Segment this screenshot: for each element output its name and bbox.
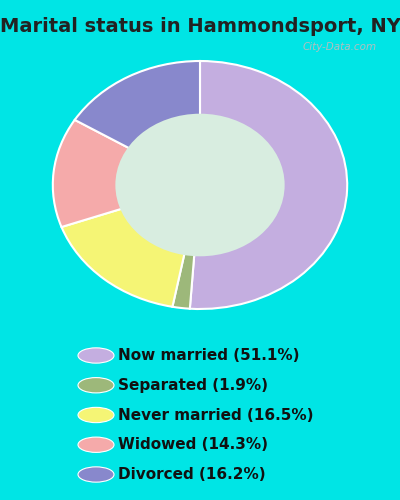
Circle shape <box>115 114 285 256</box>
Wedge shape <box>172 185 200 308</box>
Text: Never married (16.5%): Never married (16.5%) <box>118 408 314 422</box>
Circle shape <box>78 378 114 393</box>
Wedge shape <box>53 120 200 227</box>
Wedge shape <box>75 61 200 185</box>
Circle shape <box>78 408 114 422</box>
Text: Separated (1.9%): Separated (1.9%) <box>118 378 268 393</box>
Wedge shape <box>62 185 200 307</box>
Circle shape <box>78 437 114 452</box>
Wedge shape <box>190 61 347 309</box>
Text: Divorced (16.2%): Divorced (16.2%) <box>118 467 266 482</box>
Text: Widowed (14.3%): Widowed (14.3%) <box>118 437 268 452</box>
Text: Now married (51.1%): Now married (51.1%) <box>118 348 300 363</box>
Circle shape <box>78 467 114 482</box>
Text: Marital status in Hammondsport, NY: Marital status in Hammondsport, NY <box>0 18 400 36</box>
Text: City-Data.com: City-Data.com <box>302 42 377 52</box>
Circle shape <box>78 348 114 363</box>
